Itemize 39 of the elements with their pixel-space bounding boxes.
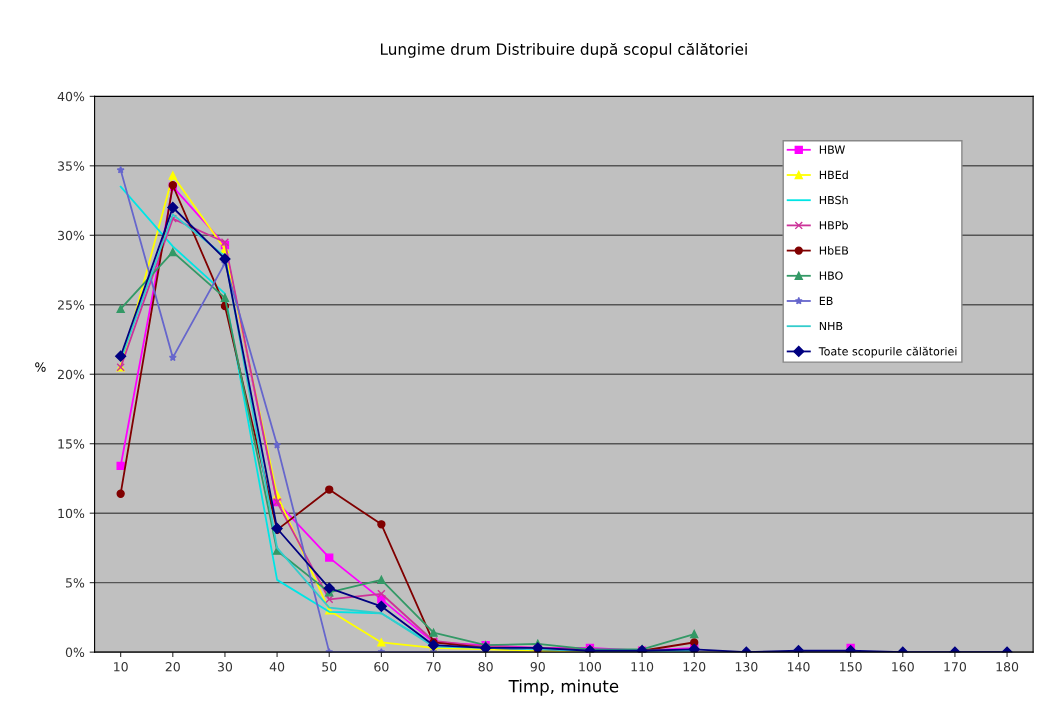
x-tick-label: 70 (426, 662, 441, 672)
x-tick-label: 50 (322, 662, 337, 672)
y-tick-label: 5% (66, 578, 85, 588)
x-tick-label: 20 (165, 662, 180, 672)
x-tick-label: 80 (478, 662, 493, 672)
y-tick-label: 10% (58, 508, 85, 519)
legend-label: HBO (819, 271, 843, 280)
x-axis-title: Timp, minute (508, 679, 619, 696)
y-tick-label: 15% (58, 439, 85, 449)
legend-label: Toate scopurile călătoriei (818, 346, 957, 358)
x-tick-label: 100 (579, 662, 602, 672)
legend-label: HbEB (819, 246, 849, 255)
x-tick-label: 90 (530, 662, 545, 672)
x-tick-label: 120 (683, 662, 706, 672)
y-tick-label: 40% (57, 91, 85, 102)
y-tick-label: 20% (58, 369, 85, 380)
y-tick-label: 30% (58, 230, 85, 241)
y-tick-label: 0% (65, 647, 85, 658)
legend-label: NHB (819, 321, 843, 331)
y-axis-title: % (35, 362, 46, 372)
y-tick-label: 35% (58, 161, 85, 171)
legend-label: HBW (819, 145, 845, 154)
x-tick-label: 40 (269, 662, 285, 672)
legend-label: EB (819, 296, 833, 305)
legend-label: HBSh (819, 195, 848, 205)
x-tick-label: 60 (374, 662, 389, 672)
y-tick-label: 25% (58, 300, 85, 310)
x-tick-label: 10 (114, 662, 128, 672)
x-tick-label: 110 (631, 662, 654, 672)
x-tick-label: 150 (840, 662, 862, 672)
x-tick-label: 160 (892, 662, 914, 672)
x-tick-label: 140 (787, 662, 810, 672)
legend-label: HBPb (819, 220, 848, 230)
x-tick-label: 30 (217, 662, 233, 672)
x-tick-label: 170 (944, 662, 967, 672)
chart-title: Lungime drum Distribuire după scopul călătoriei (380, 42, 747, 58)
x-tick-label: 180 (996, 662, 1019, 672)
x-tick-label: 130 (735, 662, 758, 672)
legend-label: HBEd (819, 170, 848, 180)
